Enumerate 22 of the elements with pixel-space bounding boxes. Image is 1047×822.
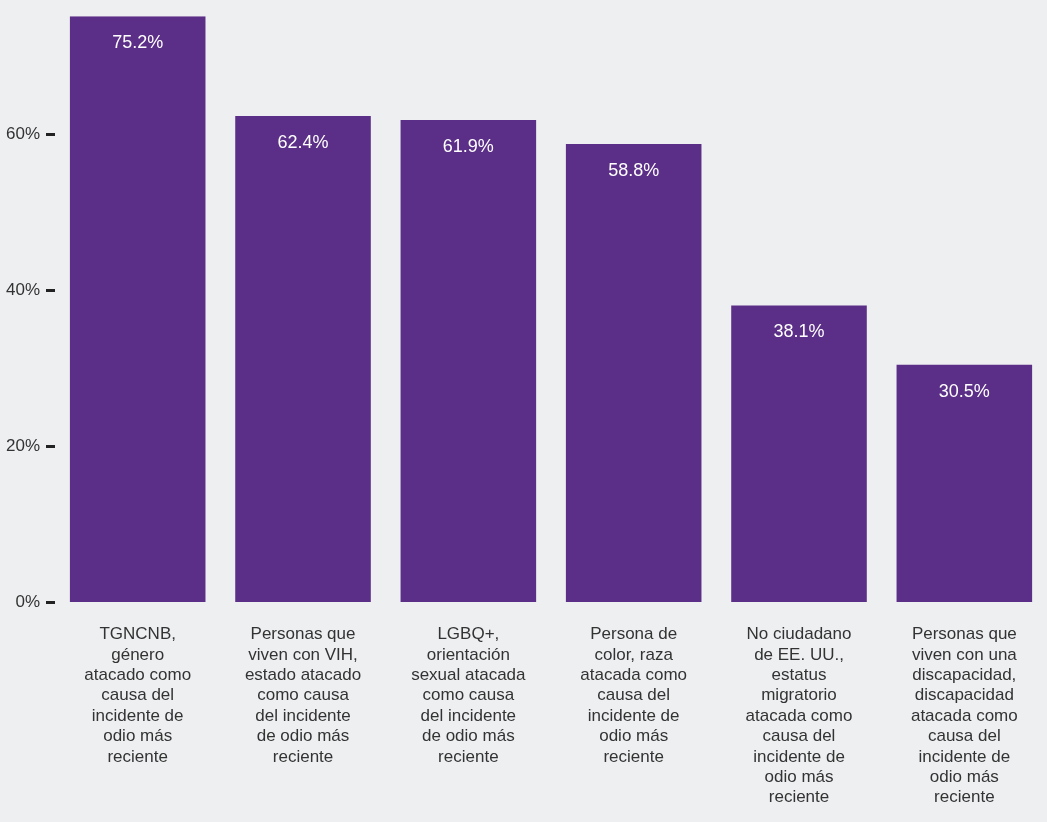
data-label: 62.4% bbox=[277, 131, 329, 152]
data-label: 30.5% bbox=[938, 380, 990, 401]
bar bbox=[235, 115, 371, 602]
y-tick-label: 40% bbox=[5, 280, 41, 300]
x-tick-label: Persona de color, raza atacada como causa del incidente de odio más reciente bbox=[580, 624, 688, 766]
bar bbox=[400, 119, 537, 602]
data-label: 38.1% bbox=[773, 321, 825, 342]
bar bbox=[731, 305, 867, 602]
bar bbox=[896, 364, 1033, 602]
x-tick-label: LGBQ+, orientación sexual atacada como causa del incidente de odio más reciente bbox=[411, 624, 527, 766]
y-tick-label: 0% bbox=[15, 592, 41, 612]
data-label: 75.2% bbox=[112, 32, 164, 53]
bar bbox=[69, 16, 206, 602]
data-label: 61.9% bbox=[442, 135, 494, 156]
category-label: No ciudadano de EE. UU., estatus migratorio atacada como causa del incidente de odio más reciente bbox=[745, 624, 853, 807]
category-label: Personas que viven con una discapacidad, discapacidad atacada como causa del incidente de odio más reciente bbox=[910, 624, 1018, 807]
y-tick-label: 60% bbox=[5, 124, 41, 144]
data-label: 58.8% bbox=[608, 160, 660, 181]
y-tick-label: 20% bbox=[5, 436, 41, 456]
x-tick-label: Personas que viven con VIH, estado atacado como causa del incidente de odio más reciente bbox=[244, 624, 362, 766]
bar bbox=[565, 144, 702, 602]
x-tick-label: TGNCNB, género atacado como causa del incidente de odio más reciente bbox=[84, 624, 192, 766]
